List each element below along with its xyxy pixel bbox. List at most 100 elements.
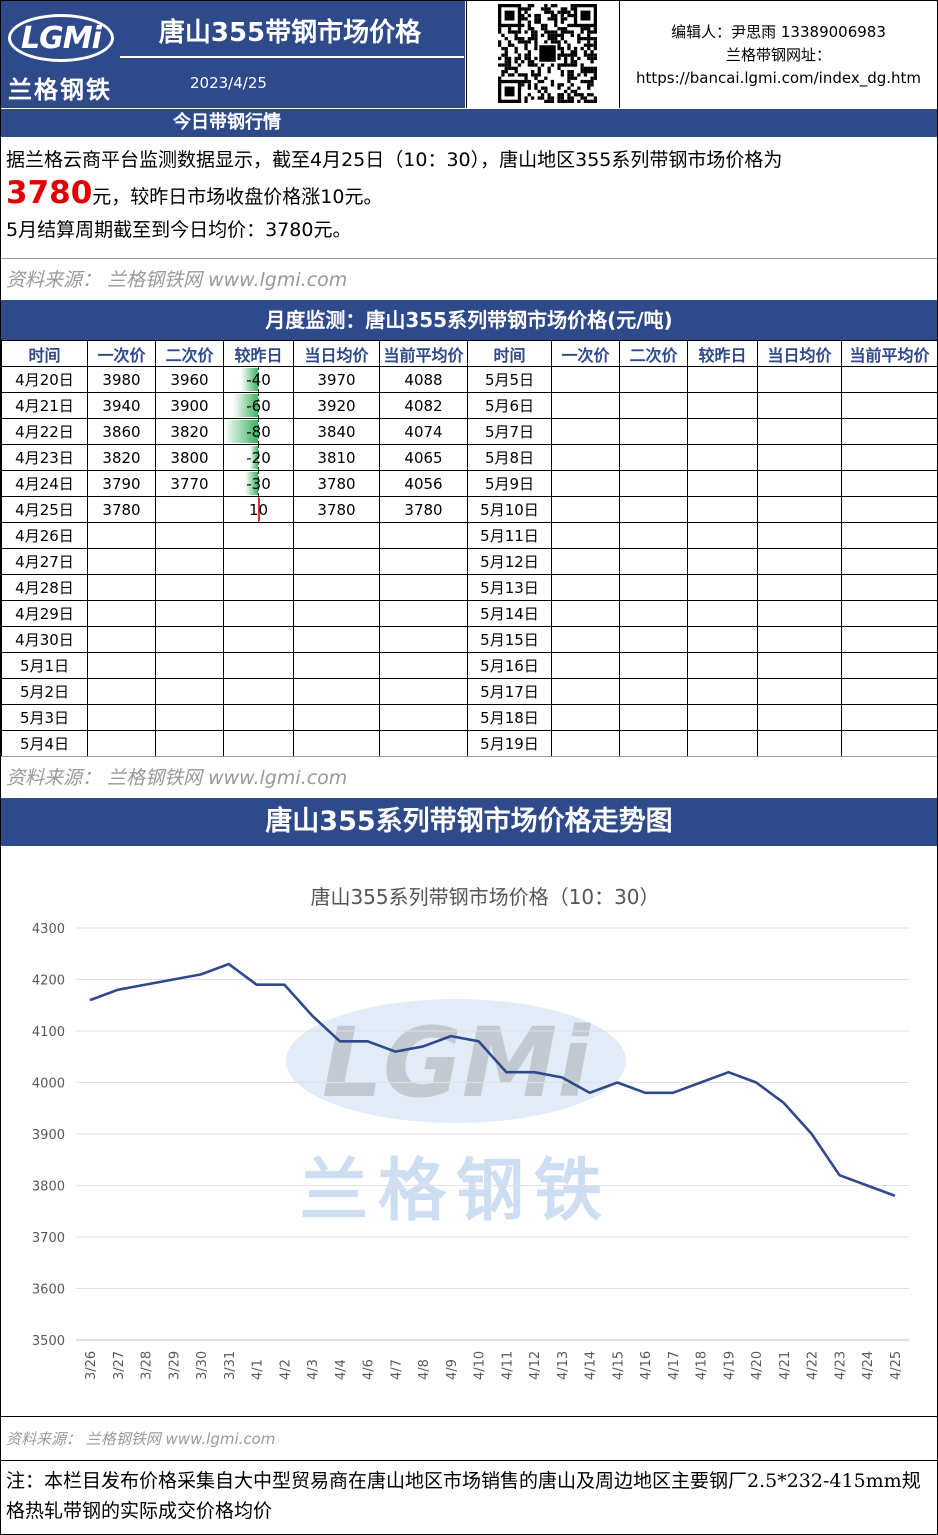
price-cell [155,496,224,523]
divider [1,258,937,259]
price-cell [757,366,842,393]
monthly-section-header: 月度监测：唐山355系列带钢市场价格(元/吨) [1,300,937,340]
price-cell: 4082 [379,392,468,419]
price-cell [293,626,380,653]
monthly-price-table: 时间 一次价 二次价 较昨日 当日均价 当前平均价 时间 一次价 二次价 较昨日 当日均价 当前平均价… [1,340,938,757]
price-cell [155,600,224,627]
change-cell [223,730,294,757]
date-cell: 4月23日 [1,444,88,471]
divider [1,1460,937,1461]
price-cell [757,470,842,497]
date-cell: 5月17日 [467,678,552,705]
today-section-header: 今日带钢行情 [1,109,937,137]
price-cell [293,600,380,627]
watermark-oval [286,999,626,1123]
x-tick-label: 4/10 [473,1351,488,1380]
change-bar [241,368,258,391]
date-cell: 5月16日 [467,652,552,679]
table-row: 5月3日 5月18日 [1,704,938,731]
change-value: -40 [246,370,271,389]
price-cell [687,704,758,731]
change-cell [223,548,294,575]
price-cell [379,704,468,731]
column-header: 时间 [1,340,88,367]
price-cell [379,730,468,757]
price-cell [551,600,620,627]
date-cell: 5月8日 [467,444,552,471]
x-tick-label: 4/25 [889,1351,904,1380]
x-tick-label: 3/28 [140,1351,155,1380]
x-tick-label: 4/17 [667,1351,682,1380]
website-url: https://bancai.lgmi.com/index_dg.htm [635,69,922,87]
date-cell: 4月26日 [1,522,88,549]
table-row: 4月29日 5月14日 [1,600,938,627]
price-cell [293,522,380,549]
divider [1,756,937,757]
price-cell [687,470,758,497]
price-series-line [89,962,896,1198]
change-cell [223,626,294,653]
x-tick-label: 4/14 [584,1351,599,1380]
change-value: -20 [246,448,271,467]
chart-title: 唐山355系列带钢市场价格（10：30） [310,885,659,909]
price-cell [687,652,758,679]
price-cell [687,444,758,471]
price-cell: 3820 [87,444,156,471]
date-cell: 4月30日 [1,626,88,653]
table-row: 5月2日 5月17日 [1,678,938,705]
price-cell [551,704,620,731]
price-change-text: 元，较昨日市场收盘价格涨10元。 [92,186,383,208]
price-cell: 3780 [293,496,380,523]
change-bar [258,498,260,521]
price-cell: 3780 [379,496,468,523]
x-tick-label: 3/26 [84,1351,99,1380]
price-cell [87,652,156,679]
table-row: 4月21日 3940 3900 -60 3920 4082 5月6日 [1,392,938,419]
watermark-logo: LGMi [322,1007,592,1119]
price-cell [619,496,688,523]
date-cell: 5月12日 [467,548,552,575]
x-tick-label: 4/4 [334,1359,349,1380]
price-cell: 4056 [379,470,468,497]
change-cell: 10 [223,496,294,523]
price-cell: 4065 [379,444,468,471]
price-cell [551,444,620,471]
column-header: 一次价 [87,340,156,367]
x-tick-label: 4/13 [556,1351,571,1380]
date-cell: 5月5日 [467,366,552,393]
price-cell [379,678,468,705]
date-cell: 5月15日 [467,626,552,653]
header-banner: LGMi 兰格钢铁 唐山355带钢市场价格 2023/4/25 [1,1,465,108]
price-cell [687,574,758,601]
column-header: 一次价 [551,340,620,367]
price-cell [757,730,842,757]
summary-line-2: 3780元，较昨日市场收盘价格涨10元。 [6,177,926,214]
footnote: 注：本栏目发布价格采集自大中型贸易商在唐山地区市场销售的唐山及周边地区主要钢厂2… [6,1470,921,1522]
price-cell [687,626,758,653]
price-cell [551,652,620,679]
x-tick-label: 3/27 [112,1351,127,1380]
date-cell: 4月25日 [1,496,88,523]
price-cell [687,522,758,549]
column-header: 二次价 [619,340,688,367]
price-cell [687,392,758,419]
price-cell [551,678,620,705]
date-cell: 5月9日 [467,470,552,497]
date-cell: 5月7日 [467,418,552,445]
change-cell [223,600,294,627]
trend-chart: LGMi 兰格钢铁 唐山355系列带钢市场价格（10：30） 3500 3600 3700… [1,846,937,1416]
price-cell: 3820 [155,418,224,445]
price-cell [551,574,620,601]
price-cell [757,626,842,653]
price-cell [841,600,938,627]
price-cell: 3790 [87,470,156,497]
change-bar [245,472,258,495]
table-header-row: 时间 一次价 二次价 较昨日 当日均价 当前平均价 时间 一次价 二次价 较昨日 当日均价 当前平均价 [1,340,938,367]
column-header: 当日均价 [757,340,842,367]
price-cell [551,626,620,653]
x-tick-label: 4/24 [861,1351,876,1380]
table-row: 5月1日 5月16日 [1,652,938,679]
change-cell [223,652,294,679]
price-cell [841,626,938,653]
table-row: 4月28日 5月13日 [1,574,938,601]
